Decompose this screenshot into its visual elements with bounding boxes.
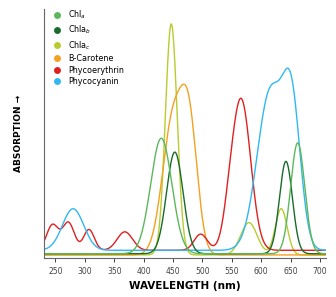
Text: ABSORPTION →: ABSORPTION → xyxy=(14,95,23,172)
Legend: $\mathrm{Chl}_{a}$, $\mathrm{Chla}_{b}$, $\mathrm{Chla}_{c}$, B-Carotene, Phycoe: $\mathrm{Chl}_{a}$, $\mathrm{Chla}_{b}$,… xyxy=(49,9,124,86)
X-axis label: WAVELENGTH (nm): WAVELENGTH (nm) xyxy=(129,281,241,290)
